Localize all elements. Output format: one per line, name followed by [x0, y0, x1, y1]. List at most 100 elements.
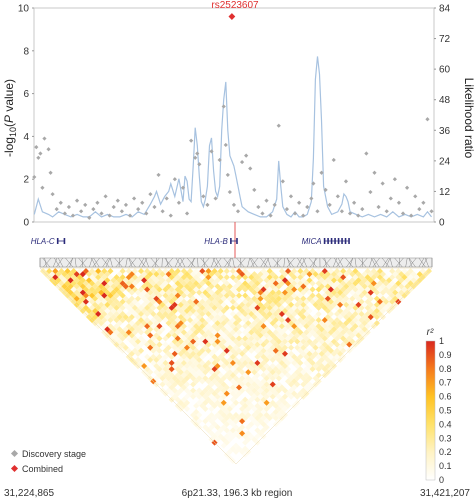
snp-hash-line [191, 257, 195, 268]
gene-hla-b: HLA-B [204, 237, 238, 246]
discovery-point [99, 211, 104, 216]
left-axis-title-part: value) [2, 79, 16, 115]
legend: Discovery stage Combined [10, 449, 86, 474]
discovery-point [87, 215, 92, 220]
snp-hash-line [418, 257, 425, 268]
ld-cell [196, 411, 203, 419]
ld-cell [183, 399, 191, 406]
discovery-point [413, 194, 418, 199]
discovery-point [40, 185, 45, 190]
snp-hash-line [128, 257, 136, 268]
discovery-point [209, 149, 214, 154]
left-tick-label: 4 [23, 132, 29, 143]
discovery-point [256, 204, 261, 210]
discovery-point [205, 202, 210, 207]
snp-hash-line [425, 257, 429, 268]
snp-hash-line [69, 257, 73, 268]
ld-cell [236, 329, 243, 336]
snp-hash-line [272, 257, 281, 268]
discovery-point [368, 189, 373, 195]
left-axis-title-part: -log [2, 137, 16, 157]
ld-cell [306, 375, 313, 382]
snp-position-lines [39, 257, 433, 268]
ld-cell [263, 424, 270, 431]
snp-hash-line [43, 257, 52, 268]
snp-hash-line [313, 257, 316, 268]
plot-frame [33, 7, 435, 223]
snp-hash-line [128, 257, 133, 268]
snp-hash-line [260, 257, 268, 268]
snp-hash-line [180, 257, 186, 268]
ld-cell [327, 310, 334, 317]
gene-exon [341, 238, 343, 244]
colorbar-tick-label: 0.5 [439, 406, 452, 416]
discovery-point [115, 198, 120, 203]
left-tick-label: 2 [23, 175, 29, 186]
snp-hash-line [334, 257, 340, 268]
snp-hash-line [369, 257, 373, 268]
snp-hash-line [56, 257, 63, 268]
discovery-point [48, 170, 53, 175]
gene-exon [337, 238, 340, 244]
snp-hash-line [336, 257, 343, 268]
snp-hash-line [324, 257, 327, 268]
discovery-point [239, 159, 245, 165]
snp-hash-line [296, 257, 302, 268]
snp-hash-line [276, 257, 279, 268]
snp-hash-line [74, 257, 77, 268]
discovery-point [189, 138, 194, 143]
right-tick-label: 0 [439, 218, 445, 229]
likelihood-ratio-line [33, 56, 432, 218]
discovery-point [372, 170, 377, 175]
ld-cell [147, 369, 154, 376]
ld-cell [315, 372, 322, 379]
snp-hash-line [408, 257, 413, 268]
right-tick-label: 60 [439, 65, 451, 76]
discovery-point [292, 211, 298, 216]
snp-hash-line [178, 257, 185, 268]
right-tick-label: 72 [439, 34, 451, 45]
legend-marker-combined [10, 464, 19, 473]
gene-exon [348, 238, 350, 244]
right-tick-label: 36 [439, 126, 451, 137]
snp-hash-line [394, 257, 403, 268]
discovery-point [272, 202, 277, 207]
discovery-point [213, 196, 218, 201]
snp-hash-line [349, 257, 354, 268]
snp-hash-line [54, 257, 60, 268]
discovery-point [388, 196, 393, 201]
discovery-point [156, 172, 161, 178]
discovery-point [195, 151, 200, 156]
discovery-point [288, 194, 294, 199]
colorbar-title: r² [427, 327, 434, 338]
discovery-point [119, 209, 124, 214]
gene-label: MICA [302, 237, 322, 246]
colorbar-tick-label: 0.7 [439, 378, 452, 388]
colorbar-tick-label: 1 [439, 336, 444, 346]
snp-hash-line [44, 257, 47, 268]
discovery-point [140, 200, 145, 205]
discovery-point [276, 123, 281, 128]
snp-hash-line [65, 257, 74, 268]
gene-label: HLA-C [31, 237, 55, 246]
snp-hash-line [165, 257, 169, 268]
discovery-point [225, 172, 230, 178]
snp-hash-line [346, 257, 354, 268]
snp-hash-line [58, 257, 64, 268]
snp-hash-line [79, 257, 88, 268]
snp-hash-line [138, 257, 146, 268]
snp-hash-line [371, 257, 377, 268]
colorbar-tick-label: 0.9 [439, 350, 452, 360]
discovery-point [421, 200, 426, 205]
ld-cell [309, 280, 316, 287]
discovery-point [335, 194, 340, 199]
snp-hash-line [421, 257, 428, 268]
ld-cell [288, 344, 295, 351]
discovery-point [160, 209, 165, 214]
right-y-axis-ticks: 0 12 24 36 48 60 72 84 [434, 4, 451, 229]
combined-point [228, 13, 236, 20]
snp-hash-line [91, 257, 97, 268]
discovery-point [148, 192, 153, 197]
discovery-point [409, 213, 414, 218]
top-snp-label: rs2523607 [211, 0, 259, 11]
